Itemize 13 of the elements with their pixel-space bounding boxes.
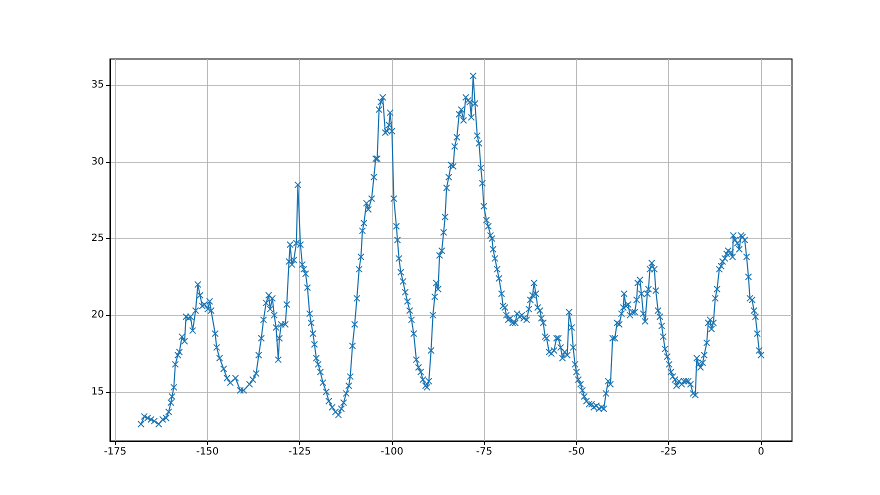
- x-tick-label: -75: [476, 446, 492, 458]
- y-tick-label: 35: [91, 80, 104, 91]
- x-tick-label: -50: [568, 446, 585, 458]
- x-tick-label: -150: [196, 446, 219, 458]
- x-tick-label: -125: [288, 446, 312, 458]
- x-tick-label: -25: [660, 446, 677, 458]
- x-tick-label: -175: [104, 446, 127, 458]
- x-tick-label: -100: [380, 446, 404, 458]
- y-tick-label: 25: [91, 232, 104, 244]
- y-tick-label: 15: [91, 386, 104, 398]
- y-tick-label: 30: [91, 156, 104, 168]
- y-tick-label: 20: [91, 310, 104, 321]
- x-tick-label: 0: [758, 446, 764, 458]
